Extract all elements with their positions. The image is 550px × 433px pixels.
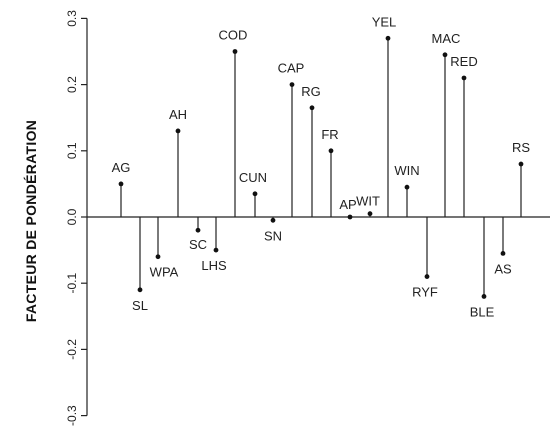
- stems: [118, 35, 524, 299]
- point-red: [461, 75, 467, 81]
- label-cod: COD: [219, 28, 248, 43]
- point-yel: [385, 35, 391, 41]
- point-rg: [309, 105, 315, 111]
- point-sn: [270, 217, 276, 223]
- y-axis-label: FACTEUR DE PONDÉRATION: [23, 119, 39, 323]
- label-fr: FR: [321, 127, 338, 142]
- point-ah: [175, 128, 181, 134]
- label-rs: RS: [512, 140, 530, 155]
- label-ap: AP: [339, 197, 356, 212]
- point-as: [500, 251, 506, 256]
- label-cun: CUN: [239, 170, 267, 185]
- point-rs: [518, 161, 524, 167]
- point-ble: [481, 294, 487, 299]
- y-tick-label: 0.3: [65, 10, 79, 27]
- label-as: AS: [494, 261, 512, 276]
- label-wpa: WPA: [150, 265, 179, 280]
- point-cod: [232, 49, 238, 54]
- label-ag: AG: [112, 160, 131, 175]
- point-ap: [347, 214, 353, 220]
- category-labels: AG SL WPA AH SC LHS COD CUN SN CAP RG FR AP WIT YEL WIN…: [112, 14, 531, 319]
- point-cap: [289, 82, 295, 87]
- y-axis: -0.3 -0.2 -0.1 0.0 0.1 0.2 0.3: [65, 10, 88, 426]
- y-tick-label: 0.1: [65, 142, 79, 159]
- y-tick-label: 0.0: [65, 208, 79, 225]
- label-rg: RG: [301, 84, 321, 99]
- point-cun: [252, 191, 258, 197]
- point-ag: [118, 181, 124, 187]
- label-wit: WIT: [356, 194, 380, 209]
- label-cap: CAP: [278, 61, 305, 76]
- label-ryf: RYF: [412, 285, 438, 300]
- label-ble: BLE: [470, 304, 495, 319]
- y-tick-label: -0.3: [65, 405, 79, 426]
- y-tick-label: 0.2: [65, 76, 79, 93]
- point-sl: [137, 287, 143, 293]
- label-sl: SL: [132, 298, 148, 313]
- label-red: RED: [450, 54, 477, 69]
- label-win: WIN: [394, 163, 419, 178]
- y-tick-label: -0.2: [65, 339, 79, 360]
- label-sc: SC: [189, 237, 207, 252]
- point-sc: [195, 227, 201, 233]
- label-ah: AH: [169, 107, 187, 122]
- point-win: [404, 184, 410, 190]
- point-wit: [367, 211, 373, 217]
- label-yel: YEL: [372, 14, 397, 29]
- y-tick-label: -0.1: [65, 273, 79, 294]
- point-wpa: [155, 254, 161, 260]
- label-lhs: LHS: [201, 258, 227, 273]
- point-ryf: [424, 274, 430, 279]
- label-sn: SN: [264, 228, 282, 243]
- label-mac: MAC: [432, 31, 461, 46]
- point-lhs: [213, 247, 219, 253]
- point-mac: [442, 52, 448, 58]
- point-fr: [328, 148, 334, 154]
